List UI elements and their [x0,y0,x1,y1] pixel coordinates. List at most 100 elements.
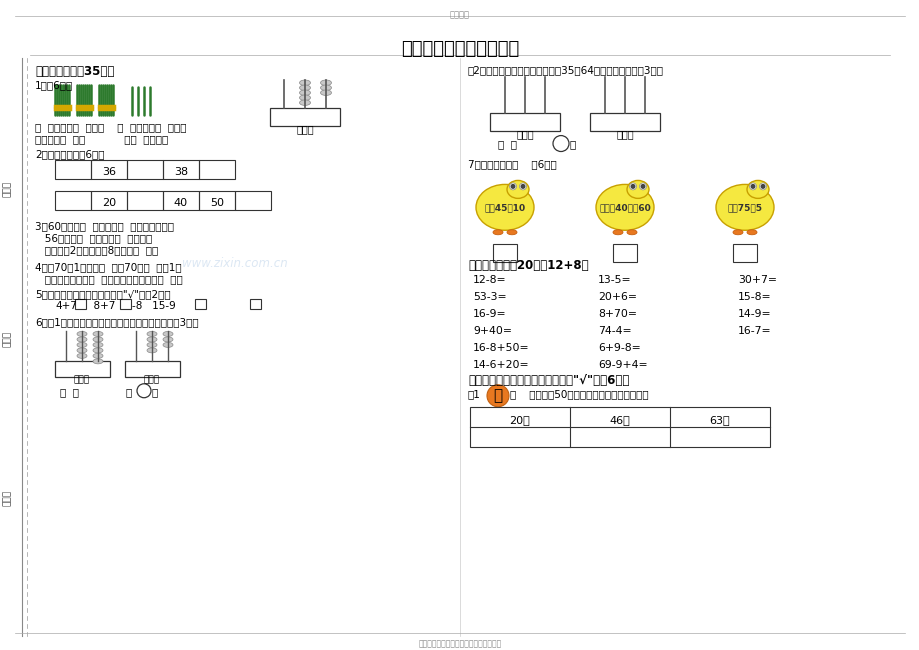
Ellipse shape [93,337,103,342]
Text: 我加上40就是60: 我加上40就是60 [598,203,650,212]
Text: 63元: 63元 [709,415,730,424]
Text: 15-8=: 15-8= [737,292,771,302]
Circle shape [639,183,646,190]
Text: 我比75少5: 我比75少5 [727,203,762,212]
Text: 最大的两位数是（  ），最小的两位数是（  ）。: 最大的两位数是（ ），最小的两位数是（ ）。 [35,274,183,284]
Bar [490,112,560,131]
Text: 36: 36 [102,167,116,177]
Text: 7、猜猜我是几？    （6分）: 7、猜猜我是几？ （6分） [468,159,556,170]
Ellipse shape [163,332,173,337]
Ellipse shape [93,348,103,353]
Circle shape [511,185,515,188]
Text: （: （ [126,387,132,396]
Bar [612,244,636,262]
Text: 百十个: 百十个 [74,376,90,385]
Circle shape [630,185,634,188]
Ellipse shape [746,181,768,198]
Text: 20: 20 [102,198,116,208]
Bar [250,299,261,309]
Text: 学校：: 学校： [3,490,12,506]
Text: 3、60里面有（  ）个十，（  ）个十是一百。: 3、60里面有（ ）个十，（ ）个十是一百。 [35,221,174,231]
Ellipse shape [746,229,756,235]
Ellipse shape [77,348,87,353]
Text: 14-9=: 14-9= [737,309,771,319]
Text: 16-7=: 16-7= [737,326,771,336]
Text: 8+7: 8+7 [87,301,115,311]
Ellipse shape [77,337,87,342]
Bar [269,108,340,125]
Text: （  ）个十和（  ）个一    （  ）里面有（  ）个十: （ ）个十和（ ）个一 （ ）里面有（ ）个十 [35,123,187,133]
Ellipse shape [320,85,331,90]
Text: 6、（1）根据计数器先写出得数，再比较大小。（3分）: 6、（1）根据计数器先写出得数，再比较大小。（3分） [35,317,199,327]
Ellipse shape [732,229,743,235]
Ellipse shape [163,337,173,342]
Text: 53-3=: 53-3= [472,292,506,302]
Bar [125,361,180,377]
Text: （  ）: （ ） [497,140,516,150]
Text: 4+7: 4+7 [55,301,77,311]
Text: 一、我会填。（35分）: 一、我会填。（35分） [35,65,114,78]
Text: 二、我会算。（20分，12+8）: 二、我会算。（20分，12+8） [468,259,588,272]
Bar [195,299,206,309]
Bar [493,244,516,262]
Text: 14-6+20=: 14-6+20= [472,360,529,370]
Text: 百十个: 百十个 [516,129,533,140]
Ellipse shape [300,85,311,90]
Bar [127,161,163,179]
Ellipse shape [506,229,516,235]
Text: 精品文档: 精品文档 [449,10,470,19]
Circle shape [509,183,516,190]
Bar [234,191,271,211]
Text: 个位上是2，十位上是8的数是（  ）。: 个位上是2，十位上是8的数是（ ）。 [35,245,158,255]
Text: 合起来是（  ）。            和（  ）个一。: 合起来是（ ）。 和（ ）个一。 [35,135,168,144]
Bar [55,361,110,377]
Ellipse shape [147,337,157,342]
Text: 8+70=: 8+70= [597,309,636,319]
Text: 74-4=: 74-4= [597,326,631,336]
Ellipse shape [147,332,157,337]
Circle shape [749,183,755,190]
Bar [91,191,127,211]
Ellipse shape [475,185,533,230]
Bar [199,191,234,211]
Text: （1: （1 [468,389,481,398]
Circle shape [519,183,526,190]
Bar [163,161,199,179]
Text: 16-8+50=: 16-8+50= [472,343,529,353]
Ellipse shape [77,332,87,337]
Bar [732,244,756,262]
Text: 班级：: 班级： [3,181,12,198]
Circle shape [751,185,754,188]
Text: 56里面有（  ）个十和（  ）个一。: 56里面有（ ）个十和（ ）个一。 [35,233,152,243]
Text: 69-9+4=: 69-9+4= [597,360,647,370]
Bar [55,161,91,179]
Circle shape [641,185,644,188]
Text: 50: 50 [210,198,223,208]
Ellipse shape [300,95,311,101]
Ellipse shape [93,354,103,358]
Ellipse shape [93,332,103,337]
Ellipse shape [77,354,87,358]
Ellipse shape [486,385,508,407]
Ellipse shape [300,100,311,105]
Text: 一年级下册数学期中试卷: 一年级下册数学期中试卷 [401,40,518,58]
Text: 姓名：: 姓名： [3,331,12,347]
Text: 13-5=: 13-5= [597,275,631,285]
Text: ）: ） [152,387,158,396]
Ellipse shape [147,343,157,347]
Text: 40: 40 [174,198,187,208]
Ellipse shape [493,229,503,235]
Text: （  ）: （ ） [60,387,79,396]
Text: 百十个: 百十个 [143,376,160,385]
Bar [55,191,91,211]
Text: 38: 38 [174,167,187,177]
Ellipse shape [612,229,622,235]
Text: 三、我会选。（在正确答案下面画"√"）（6分）: 三、我会选。（在正确答案下面画"√"）（6分） [468,374,629,387]
Bar [199,161,234,179]
Text: 4、比70小1的数是（  ），70比（  ）小1。: 4、比70小1的数是（ ），70比（ ）小1。 [35,262,181,272]
Circle shape [759,183,766,190]
Text: ）: ） [570,140,575,150]
Text: 20+6=: 20+6= [597,292,636,302]
Text: ）    的价钱比50元少一些，一个书包多少元？: ） 的价钱比50元少一些，一个书包多少元？ [509,389,648,398]
Text: 9+40=: 9+40= [472,326,512,336]
